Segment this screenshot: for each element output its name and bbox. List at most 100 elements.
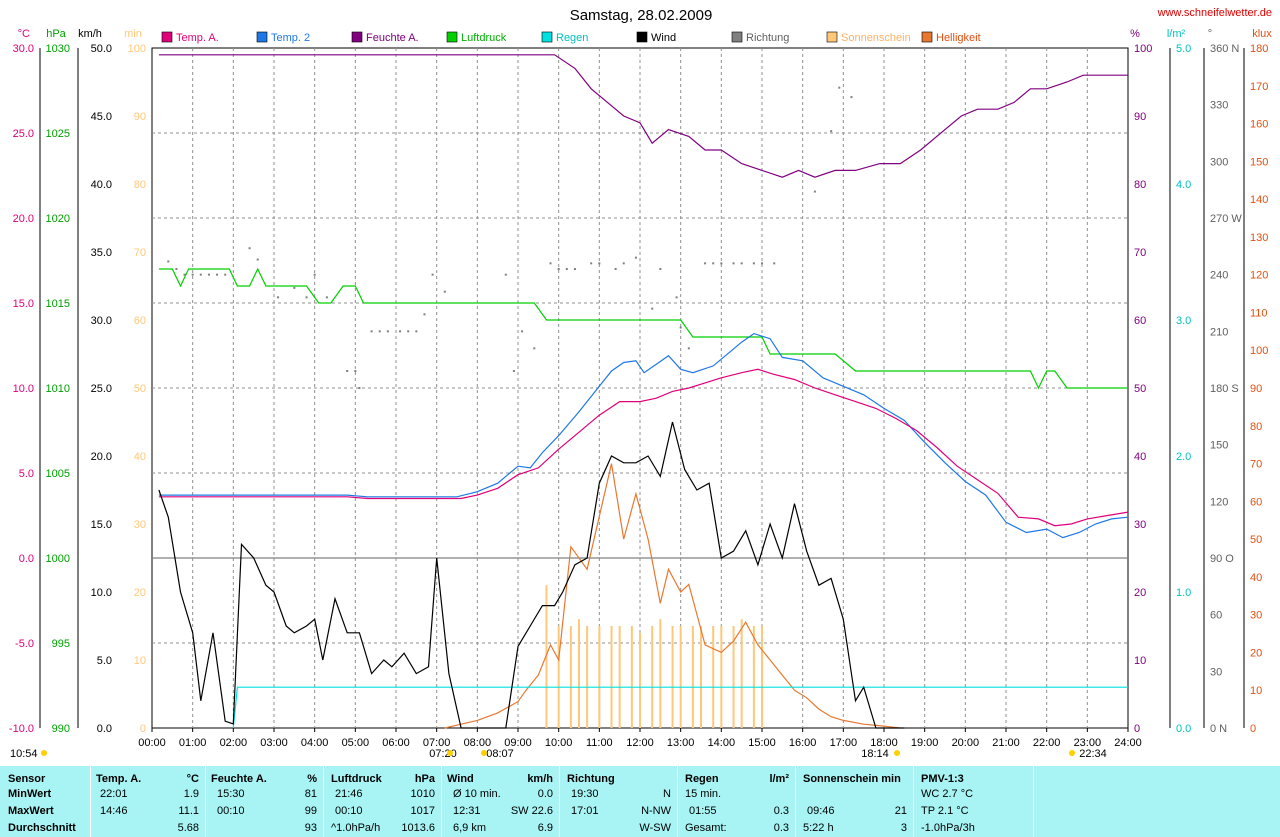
stats-pmv-header: PMV-1:3	[921, 773, 964, 785]
unit-humidity: %	[1130, 28, 1140, 40]
x-tick-label: 23:00	[1074, 737, 1102, 749]
stats-regen-unit: l/m²	[769, 773, 789, 785]
tick-label-pressure: 990	[52, 723, 70, 735]
tick-label-wind: 5.0	[97, 655, 112, 667]
tick-label-temp: 30.0	[13, 43, 34, 55]
stats-druck-header: Luftdruck	[331, 773, 382, 785]
stats-wind-max: SW 22.6	[510, 805, 553, 817]
tick-label-pressure: 1025	[46, 128, 70, 140]
x-tick-label: 16:00	[789, 737, 817, 749]
site-link[interactable]: www.schneifelwetter.de	[1157, 7, 1272, 19]
x-tick-label: 02:00	[220, 737, 248, 749]
direction-point	[720, 262, 723, 265]
stats-pmv-tp: TP 2.1 °C	[921, 805, 969, 817]
direction-point	[521, 330, 524, 333]
tick-label-lux: 60	[1250, 496, 1262, 508]
right-axes: 10090807060504030201005.04.03.02.01.00.0…	[1134, 43, 1268, 735]
direction-point	[399, 330, 402, 333]
direction-point	[216, 273, 219, 276]
tick-label-humidity: 50	[1134, 383, 1146, 395]
tick-label-lux: 0	[1250, 723, 1256, 735]
direction-point	[533, 347, 536, 350]
sunshine-bar	[752, 626, 755, 728]
direction-point	[183, 273, 186, 276]
sunshine-bar	[610, 626, 613, 728]
tick-label-sunmin: 100	[128, 43, 146, 55]
sunshine-bar	[720, 626, 723, 728]
legend-label: Helligkeit	[936, 32, 981, 44]
stats-druck-unit: hPa	[414, 773, 435, 785]
stats-row-max: MaxWert	[8, 805, 54, 817]
direction-point	[813, 190, 816, 193]
tick-label-pressure: 1000	[46, 553, 70, 565]
direction-point	[358, 387, 361, 389]
direction-point	[199, 273, 202, 276]
tick-label-temp: 10.0	[13, 383, 34, 395]
direction-point	[830, 130, 833, 133]
stats-druck-min: 1010	[410, 788, 435, 800]
unit-wind: km/h	[78, 28, 102, 40]
direction-point	[415, 330, 418, 333]
sun-events: 07:20 08:07 18:14 22:34 10:54	[10, 748, 1107, 760]
direction-point	[614, 268, 617, 270]
sunshine-bar	[732, 626, 735, 728]
x-tick-label: 18:00	[870, 737, 898, 749]
x-tick-label: 10:00	[545, 737, 573, 749]
stats-wind-distance: 6,9 km	[453, 822, 487, 834]
left-time-label: 10:54	[10, 748, 38, 760]
stats-pmv-wc: WC 2.7 °C	[921, 788, 974, 800]
stats-temp-avg: 5.68	[177, 822, 199, 834]
tick-label-direction: 180 S	[1210, 383, 1239, 395]
sunshine-bar	[569, 626, 572, 728]
tick-label-lux: 170	[1250, 81, 1268, 93]
direction-point	[687, 347, 690, 350]
legend-label: Wind	[651, 32, 676, 44]
tick-label-lux: 180	[1250, 43, 1268, 55]
stats-druck-avg: 1013.6	[401, 822, 435, 834]
sunset-label: 18:14	[861, 748, 889, 760]
series-line-temp-a-	[158, 368, 1129, 527]
direction-point	[224, 273, 227, 276]
tick-label-humidity: 40	[1134, 451, 1146, 463]
x-tick-label: 09:00	[504, 737, 532, 749]
tick-label-temp: 0.0	[19, 553, 34, 565]
x-axis: 00:00 01:00 02:00 03:00 04:00 05:00 06:00 07:00…	[138, 728, 1142, 749]
tick-label-wind: 20.0	[91, 451, 112, 463]
stats-temp-min-time: 22:01	[100, 788, 128, 800]
stats-table: Sensor MinWert MaxWert Durchschnitt Temp…	[0, 766, 1280, 837]
tick-label-lux: 70	[1250, 459, 1262, 471]
stats-temp-min: 1.9	[183, 788, 199, 800]
tick-label-humidity: 10	[1134, 655, 1146, 667]
legend-swatch	[161, 31, 173, 43]
tick-label-humidity: 0	[1134, 723, 1140, 735]
tick-label-wind: 0.0	[97, 723, 112, 735]
tick-label-wind: 35.0	[91, 247, 112, 259]
tick-label-humidity: 80	[1134, 179, 1146, 191]
unit-pressure: hPa	[46, 28, 66, 40]
x-tick-label: 08:00	[464, 737, 492, 749]
direction-point	[549, 262, 552, 265]
direction-point	[167, 260, 170, 263]
legend-label: Feuchte A.	[366, 32, 419, 44]
left-sun-icon	[41, 750, 47, 756]
tick-label-lux: 150	[1250, 156, 1268, 168]
stats-regen-max-time: 01:55	[689, 805, 717, 817]
unit-rain: l/m²	[1167, 28, 1186, 40]
stats-feuchte-min: 81	[304, 788, 317, 800]
x-tick-label: 15:00	[748, 737, 776, 749]
direction-point	[354, 370, 357, 372]
tick-label-temp: -5.0	[15, 638, 34, 650]
legend-swatch	[731, 31, 743, 43]
unit-direction: °	[1208, 28, 1212, 40]
direction-point	[573, 268, 576, 270]
legend-label: Temp. 2	[271, 32, 310, 44]
sunshine-bar	[671, 626, 674, 728]
direction-point	[378, 330, 381, 333]
tick-label-lux: 20	[1250, 647, 1262, 659]
stats-row-min: MinWert	[8, 788, 52, 800]
chart-title: Samstag, 28.02.2009	[570, 7, 713, 24]
tick-label-rain: 0.0	[1176, 723, 1191, 735]
legend-label: Richtung	[746, 32, 789, 44]
sunshine-bar	[578, 619, 580, 728]
stats-feuchte-max-time: 00:10	[217, 805, 245, 817]
